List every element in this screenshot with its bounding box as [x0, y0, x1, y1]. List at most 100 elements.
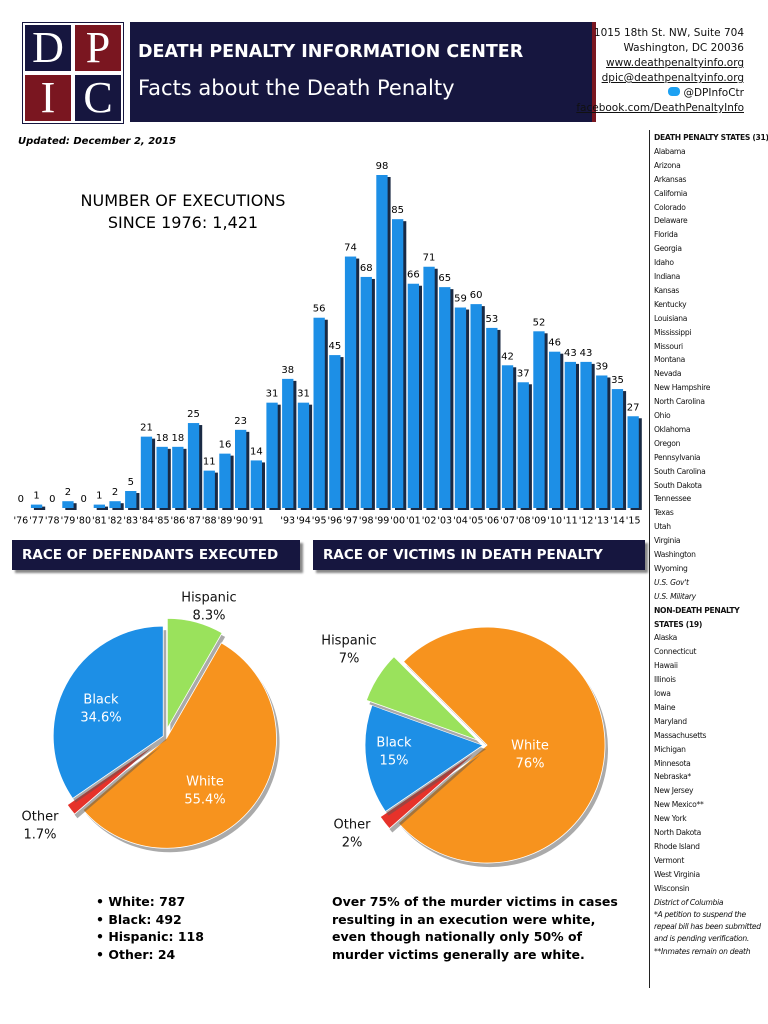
slice-value: 55.4%: [184, 793, 225, 808]
data-label: 25: [187, 409, 200, 420]
data-label: 52: [533, 317, 546, 328]
link[interactable]: @DPInfoCtr: [576, 86, 744, 101]
x-tick-label: '98: [359, 516, 374, 527]
bar: [580, 361, 592, 508]
data-label: 43: [580, 348, 593, 359]
data-label: 56: [313, 304, 326, 315]
sidebar-item: Florida: [654, 230, 678, 240]
x-tick-label: '01: [406, 516, 421, 527]
sidebar-item: Nevada: [654, 369, 682, 379]
sidebar-item: Maine: [654, 702, 676, 712]
logo-letter: I: [25, 75, 71, 121]
sidebar-item: Maryland: [654, 716, 687, 726]
x-tick-label: '06: [484, 516, 499, 527]
data-label: 0: [49, 494, 55, 505]
sidebar-item: Alabama: [654, 146, 686, 156]
x-tick-label: '12: [579, 516, 594, 527]
bar: [517, 382, 529, 508]
x-tick-label: '99: [375, 516, 390, 527]
bar: [187, 423, 200, 508]
sidebar-item: North Dakota: [654, 828, 701, 837]
x-tick-label: '07: [500, 516, 515, 527]
data-label: 60: [470, 290, 483, 301]
bar: [376, 175, 388, 508]
sidebar-item: Oklahoma: [654, 424, 691, 434]
twitter-icon: [668, 87, 681, 96]
sidebar-item: Mississippi: [654, 327, 692, 337]
sidebar-item: *A petition to suspend the repeal bill h…: [654, 910, 761, 944]
sidebar-item: Arkansas: [654, 174, 687, 184]
link[interactable]: dpic@deathpenaltyinfo.org: [601, 72, 744, 84]
sidebar-item: Michigan: [654, 744, 686, 754]
x-tick-label: '80: [76, 516, 91, 527]
x-tick-label: '04: [453, 516, 468, 527]
slice-label: Hispanic: [321, 634, 376, 649]
data-label: 43: [564, 348, 577, 359]
slice-label: Black: [83, 693, 119, 708]
data-label: 66: [407, 270, 420, 281]
slice-shadow: [383, 754, 481, 833]
slice: [82, 642, 277, 849]
sidebar-item: **Inmates remain on death: [654, 946, 751, 956]
bar: [250, 460, 263, 508]
slice-value: 7%: [339, 652, 360, 667]
victim-note: Over 75% of the murder victims in cases …: [332, 894, 618, 962]
sidebar-item: Wisconsin: [654, 883, 690, 893]
logo: D P I C: [22, 22, 124, 124]
section-header: RACE OF VICTIMS IN DEATH PENALTY CASES: [313, 540, 645, 593]
sidebar-item: Ohio: [654, 411, 671, 420]
slice-label: Black: [376, 736, 412, 751]
bar: [627, 416, 639, 508]
count-item: • Black: 492: [96, 911, 182, 927]
slice-value: 15%: [380, 754, 409, 769]
x-tick-label: '95: [312, 516, 327, 527]
x-tick-label: '79: [61, 516, 76, 527]
bar: [219, 453, 231, 508]
link[interactable]: facebook.com/DeathPenaltyInfo: [576, 102, 744, 114]
data-label: 39: [595, 361, 608, 372]
bar: [391, 219, 404, 508]
slice-value: 76%: [516, 757, 545, 772]
updated: Updated: December 2, 2015: [18, 136, 177, 147]
slice-label: Other: [22, 810, 60, 825]
bar: [30, 504, 43, 508]
sidebar-item: Arizona: [654, 160, 681, 170]
data-label: 0: [80, 494, 86, 505]
x-tick-label: '03: [437, 516, 452, 527]
data-label: 37: [517, 368, 530, 379]
bar-shadow: [96, 506, 109, 510]
sidebar-item: Massachusetts: [654, 730, 707, 740]
data-label: 2: [112, 487, 118, 498]
count: Black: 492: [108, 911, 182, 927]
sidebar-item: Nebraska*: [654, 772, 691, 782]
x-tick-label: '09: [532, 516, 547, 527]
data-label: 21: [140, 423, 153, 434]
data-label: 65: [438, 273, 451, 284]
sidebar-item: Georgia: [654, 244, 682, 254]
sidebar-item: New Hampshire: [654, 383, 711, 393]
sidebar-item: South Carolina: [654, 466, 706, 476]
sidebar-item: Kentucky: [654, 299, 687, 309]
bar: [486, 327, 498, 508]
sidebar-item: North Carolina: [654, 397, 705, 407]
sidebar-item: New Jersey: [654, 786, 694, 796]
sidebar-item: Minnesota: [654, 758, 691, 768]
bar: [156, 446, 168, 508]
slice-label: Other: [334, 818, 372, 833]
slice-value: 8.3%: [192, 609, 225, 624]
data-label: 23: [234, 416, 247, 427]
data-label: 1: [96, 491, 102, 502]
bar: [501, 365, 514, 508]
sidebar-item: Wyoming: [654, 563, 688, 573]
bar: [470, 304, 482, 508]
link[interactable]: www.deathpenaltyinfo.org: [606, 57, 744, 69]
x-tick-label: '76: [13, 516, 28, 527]
data-label: 35: [611, 375, 624, 386]
bar: [611, 389, 624, 508]
x-tick-label: '90: [233, 516, 248, 527]
bar-chart-title: NUMBER OF EXECUTIONS SINCE 1976: 1,421: [80, 191, 286, 232]
data-label: 45: [328, 341, 341, 352]
x-tick-label: '82: [108, 516, 123, 527]
bar: [423, 266, 435, 508]
